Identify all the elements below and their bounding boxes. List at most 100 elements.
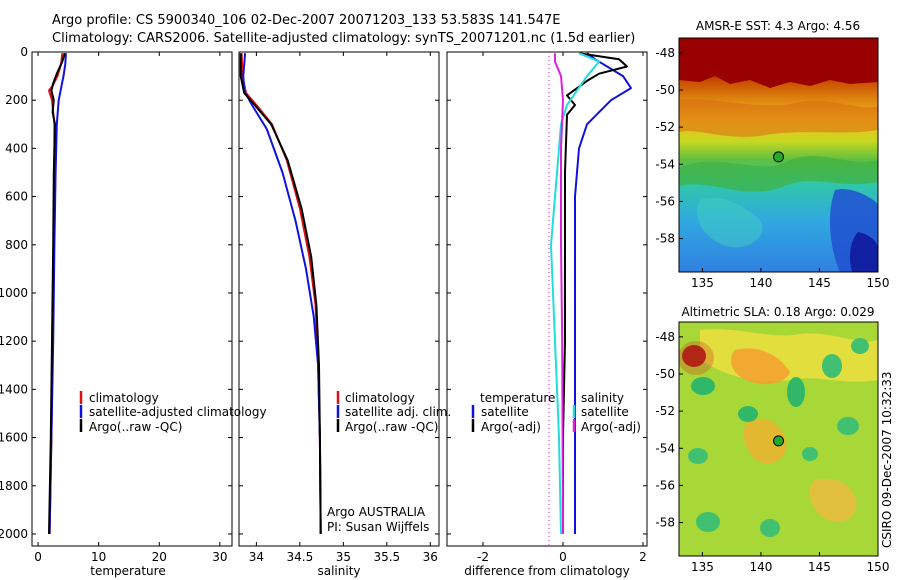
header-line-2: Climatology: CARS2006. Satellite-adjuste… [52,31,635,46]
map-x-tick-label: 135 [691,560,714,574]
sla-map-panel: Altimetric SLA: 0.18 Argo: 0.029 135 140 1… [655,305,889,574]
map-y-tick-label: -56 [655,478,675,492]
salinity-xlabel: salinity [317,564,360,578]
legend-title-temperature: temperature [480,391,555,405]
y-tick-label: 1000 [0,286,28,300]
legend-label-satellite: satellite adj. clim. [345,405,451,419]
y-tick-label: 1800 [0,479,28,493]
sla-argo-location-marker [773,435,784,447]
x-tick-label: 34 [249,550,264,564]
salinity-legend: climatology satellite adj. clim. Argo(..… [336,391,451,434]
temperature-series [48,52,67,535]
salinity-series [239,53,322,535]
difference-legend: temperature satellite Argo(-adj) salinit… [471,391,641,434]
sla-map-frame [678,321,879,557]
temperature-axes-box [31,51,233,547]
sst-orange-zone [679,99,878,137]
legend-label-climatology: climatology [345,391,415,405]
header-line-1: Argo profile: CS 5900340_106 02-Dec-2007… [52,13,560,28]
sla-low-anomaly-eddy-7 [802,447,818,461]
temperature-xlabel: temperature [90,564,165,578]
legend-label-sal-argo: Argo(-adj) [581,420,641,434]
legend-label-climatology: climatology [89,391,159,405]
difference-x-axis: -2 0 2 [447,51,647,564]
sla-low-anomaly-eddy-6 [688,448,708,464]
sla-low-anomaly-eddy-4 [822,354,842,378]
map-x-tick-label: 150 [867,276,890,290]
legend-label-sal-satellite: satellite [581,405,629,419]
map-y-tick-label: -50 [655,367,675,381]
map-y-tick-label: -54 [655,441,675,455]
map-y-tick-label: -54 [655,157,675,171]
annotation-pi-name: PI: Susan Wijffels [327,520,429,534]
x-tick-label: -2 [477,550,489,564]
series-line-temperature-argo-adj [562,52,628,534]
map-x-tick-label: 145 [808,276,831,290]
map-y-tick-label: -52 [655,404,675,418]
sla-low-anomaly-eddy-3 [787,377,805,407]
sla-low-anomaly-eddy-8 [851,338,869,354]
sst-map-title: AMSR-E SST: 4.3 Argo: 4.56 [696,19,860,33]
map-x-tick-label: 150 [867,560,890,574]
legend-title-salinity: salinity [581,391,624,405]
temperature-x-axis: 0 10 20 30 [34,52,228,564]
temperature-legend: climatology satellite-adjusted climatolo… [79,391,267,434]
sla-orange-region [730,348,790,385]
series-line-temperature-satellite [574,52,632,534]
series-line-salinity-argo-adj [554,53,564,535]
sst-warm-band-edge [679,38,878,88]
sla-low-anomaly-eddy-10 [760,519,780,537]
map-y-tick-label: -58 [655,516,675,530]
difference-panel: -2 0 2 difference from climatology tempera… [446,51,648,578]
series-line-climatology [240,53,322,535]
y-tick-label: 1600 [0,431,28,445]
y-tick-label: 400 [5,141,28,155]
map-x-tick-label: 145 [808,560,831,574]
difference-series [550,52,632,535]
sla-map-title: Altimetric SLA: 0.18 Argo: 0.029 [681,305,874,319]
x-tick-label: 0 [559,550,567,564]
map-x-tick-label: 135 [691,276,714,290]
x-tick-label: 10 [91,550,106,564]
x-tick-label: 35.5 [373,550,400,564]
sla-low-anomaly-eddy-9 [696,512,720,532]
x-tick-label: 36 [423,550,438,564]
sla-low-anomaly-eddy-2 [738,406,758,422]
map-y-tick-label: -58 [655,232,675,246]
map-y-tick-label: -52 [655,120,675,134]
depth-axis: 0 200 400 600 800 1000 1200 1400 1600 1800 2000 [0,45,232,541]
series-line-argo-raw-qc [48,52,66,535]
x-tick-label: 20 [152,550,167,564]
sla-orange-region-2 [743,418,787,464]
salinity-axes-box [238,51,440,547]
legend-label-satellite-adjusted: satellite-adjusted climatology [89,405,267,419]
side-timestamp: CSIRO 09-Dec-2007 10:32:33 [880,371,894,548]
series-line-satellite-adj-clim [242,53,322,535]
y-tick-label: 2000 [0,527,28,541]
sst-coldest-spot [850,232,878,272]
salinity-x-axis: 34 34.5 35 35.5 36 [239,51,439,564]
sla-low-anomaly-eddy-1 [691,377,715,395]
x-tick-label: 35 [336,550,351,564]
salinity-panel: 34 34.5 35 35.5 36 salinity climatology sate… [238,51,451,578]
temperature-panel: 0 200 400 600 800 1000 1200 1400 1600 1800 2000 0 1… [0,45,267,578]
map-y-tick-label: -48 [655,46,675,60]
y-tick-label: 200 [5,93,28,107]
map-x-tick-label: 140 [749,560,772,574]
y-tick-label: 600 [5,190,28,204]
map-y-tick-label: -48 [655,330,675,344]
sst-green-tongue [679,156,878,192]
y-tick-label: 0 [20,45,28,59]
legend-label-argo: Argo(..raw -QC) [345,420,438,434]
sst-cyan-patch [696,197,763,248]
sst-map-axes: 135 140 145 150 -48 -50 -52 -54 -56 -58 [655,46,889,290]
map-y-tick-label: -56 [655,194,675,208]
series-line-argo-raw-qc [239,53,322,535]
sst-argo-location-marker [773,151,784,163]
x-tick-label: 30 [212,550,227,564]
difference-axes-box [446,51,648,547]
annotation-argo-australia: Argo AUSTRALIA [327,505,426,519]
sst-map-panel: AMSR-E SST: 4.3 Argo: 4.56 135 140 145 150 -… [655,19,889,290]
x-tick-label: 34.5 [287,550,314,564]
